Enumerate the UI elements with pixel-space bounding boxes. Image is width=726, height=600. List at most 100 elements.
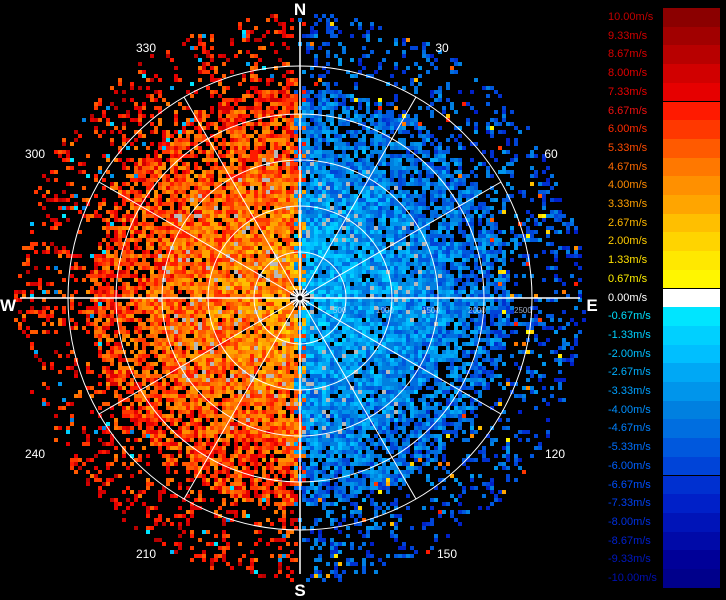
legend-row: 4.67m/s <box>604 157 722 177</box>
legend-row: 4.00m/s <box>604 176 722 195</box>
legend-row: 6.00m/s <box>604 120 722 139</box>
legend-label: 6.67m/s <box>608 104 648 117</box>
legend-label: 3.33m/s <box>608 198 648 210</box>
legend-label: 9.33m/s <box>608 29 648 42</box>
radar-ppi-view[interactable]: 500 1000 1500 2000 2500 N S E W 30 60 12… <box>0 0 600 600</box>
legend-row: -7.33m/s <box>604 494 722 513</box>
legend-row: 5.33m/s <box>604 138 722 158</box>
azimuth-label-330: 330 <box>136 41 156 55</box>
legend-swatch <box>663 531 720 551</box>
legend-label: -0.67m/s <box>608 310 651 323</box>
legend-label: 0.00m/s <box>608 291 648 304</box>
legend-swatch <box>663 157 720 177</box>
legend-row: 2.67m/s <box>604 213 722 233</box>
legend-label: -4.00m/s <box>608 403 651 416</box>
legend-row: 8.67m/s <box>604 45 722 65</box>
legend-label: 2.00m/s <box>608 235 648 248</box>
azimuth-label-60: 60 <box>544 147 558 161</box>
legend-row: -6.67m/s <box>604 475 722 495</box>
legend-swatch <box>663 195 720 214</box>
legend-label: 6.00m/s <box>608 123 648 136</box>
range-label-1500: 1500 <box>422 306 440 315</box>
velocity-color-legend: 10.00m/s 9.33m/s 8.67m/s 8.00m/s 7.33m/s 6.67… <box>604 8 722 590</box>
legend-swatch <box>663 307 720 326</box>
legend-swatch <box>663 8 720 27</box>
legend-label: 2.67m/s <box>608 216 648 229</box>
legend-swatch <box>663 64 720 83</box>
legend-row: 6.67m/s <box>604 101 722 121</box>
legend-label: -6.00m/s <box>608 459 651 472</box>
legend-row: -10.00m/s <box>604 569 722 588</box>
legend-row: -4.00m/s <box>604 400 722 420</box>
legend-swatch <box>663 475 720 495</box>
legend-row: -5.33m/s <box>604 438 722 457</box>
legend-row: 7.33m/s <box>604 82 722 102</box>
legend-swatch <box>663 213 720 233</box>
legend-swatch <box>663 45 720 65</box>
legend-swatch <box>663 288 720 308</box>
legend-row: 8.00m/s <box>604 64 722 83</box>
legend-swatch <box>663 232 720 252</box>
east-label: E <box>586 296 597 315</box>
legend-swatch <box>663 438 720 457</box>
azimuth-label-210: 210 <box>136 547 156 561</box>
legend-row: 2.00m/s <box>604 232 722 252</box>
radar-site-icon <box>290 288 310 308</box>
azimuth-label-120: 120 <box>545 447 565 461</box>
legend-swatch <box>663 456 720 476</box>
legend-swatch <box>663 550 720 569</box>
legend-row: -1.33m/s <box>604 325 722 345</box>
south-label: S <box>294 581 305 600</box>
legend-label: -6.67m/s <box>608 478 651 491</box>
legend-row: -3.33m/s <box>604 382 722 401</box>
legend-label: 7.33m/s <box>608 85 648 98</box>
legend-swatch <box>663 382 720 401</box>
legend-swatch <box>663 101 720 121</box>
legend-row: 10.00m/s <box>604 8 722 27</box>
range-label-500: 500 <box>333 306 347 315</box>
legend-swatch <box>663 400 720 420</box>
legend-label: -10.00m/s <box>608 572 657 584</box>
range-labels: 500 1000 1500 2000 2500 <box>333 306 532 315</box>
legend-swatch <box>663 419 720 439</box>
legend-row: -6.00m/s <box>604 456 722 476</box>
range-label-1000: 1000 <box>376 306 394 315</box>
legend-label: -2.00m/s <box>608 347 651 360</box>
legend-row: 0.67m/s <box>604 269 722 289</box>
azimuth-label-30: 30 <box>435 41 449 55</box>
legend-label: -3.33m/s <box>608 385 651 397</box>
range-label-2500: 2500 <box>514 306 532 315</box>
azimuth-label-240: 240 <box>25 447 45 461</box>
legend-label: -5.33m/s <box>608 441 651 454</box>
legend-row: 3.33m/s <box>604 195 722 214</box>
legend-swatch <box>663 176 720 195</box>
legend-label: -8.67m/s <box>608 534 651 547</box>
legend-row: -2.67m/s <box>604 363 722 382</box>
legend-label: 1.33m/s <box>608 254 648 267</box>
legend-row: -8.67m/s <box>604 531 722 551</box>
legend-row: -4.67m/s <box>604 419 722 439</box>
legend-swatch <box>663 120 720 139</box>
legend-swatch <box>663 569 720 588</box>
west-label: W <box>0 296 17 315</box>
legend-label: 8.67m/s <box>608 48 648 61</box>
velocity-echo-layer <box>14 14 586 582</box>
legend-label: 0.67m/s <box>608 272 648 285</box>
legend-label: -9.33m/s <box>608 553 651 566</box>
legend-swatch <box>663 251 720 270</box>
legend-label: -8.00m/s <box>608 515 651 528</box>
legend-swatch <box>663 26 720 46</box>
legend-label: -4.67m/s <box>608 422 651 435</box>
legend-row: 0.00m/s <box>604 288 722 308</box>
range-label-2000: 2000 <box>468 306 486 315</box>
legend-swatch <box>663 363 720 382</box>
azimuth-label-150: 150 <box>437 547 457 561</box>
legend-label: -7.33m/s <box>608 497 651 510</box>
legend-swatch <box>663 494 720 513</box>
legend-row: -0.67m/s <box>604 307 722 326</box>
legend-row: -2.00m/s <box>604 344 722 364</box>
legend-swatch <box>663 344 720 364</box>
legend-label: 10.00m/s <box>608 11 654 23</box>
legend-swatch <box>663 269 720 289</box>
legend-swatch <box>663 138 720 158</box>
